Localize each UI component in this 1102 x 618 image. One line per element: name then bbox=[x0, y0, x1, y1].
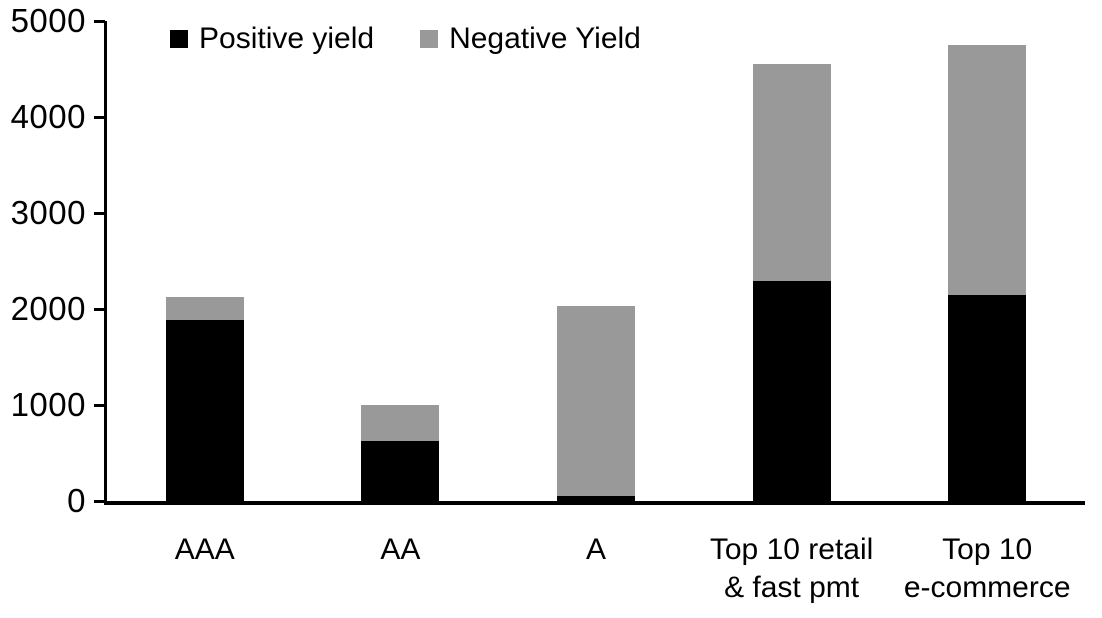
x-category-label-aaa: AAA bbox=[174, 533, 235, 566]
bar-segment-positive-yield-aa bbox=[361, 441, 440, 501]
y-axis-line bbox=[104, 21, 107, 505]
legend-label-positive-yield: Positive yield bbox=[199, 22, 375, 55]
legend-item-negative-yield: Negative Yield bbox=[420, 22, 641, 56]
legend-key-negative-yield-swatch bbox=[420, 30, 439, 48]
bar-segment-negative-yield-top-10-retail bbox=[752, 64, 831, 282]
x-category-label-top-10-retail: Top 10 retail & fast pmt bbox=[709, 533, 874, 604]
y-tick-mark-5000 bbox=[94, 20, 105, 23]
x-category-label-a: A bbox=[585, 533, 606, 566]
x-axis-line bbox=[104, 501, 1085, 505]
bar-segment-positive-yield-aaa bbox=[165, 319, 244, 501]
y-tick-mark-0 bbox=[94, 500, 105, 503]
x-category-label-top-10: Top 10 e-commerce bbox=[903, 533, 1071, 604]
y-tick-label-4000: 4000 bbox=[10, 98, 86, 135]
y-tick-label-1000: 1000 bbox=[10, 386, 86, 423]
bar-segment-negative-yield-a bbox=[557, 306, 635, 497]
y-tick-label-2000: 2000 bbox=[10, 290, 86, 327]
y-tick-mark-3000 bbox=[94, 212, 105, 215]
bar-segment-positive-yield-a bbox=[557, 496, 635, 501]
y-tick-label-5000: 5000 bbox=[10, 2, 86, 39]
bar-segment-negative-yield-top-10 bbox=[948, 45, 1027, 295]
legend-key-positive-yield-swatch bbox=[170, 30, 188, 48]
y-tick-mark-4000 bbox=[94, 116, 105, 119]
legend-label-negative-yield: Negative Yield bbox=[449, 22, 641, 55]
bar-segment-negative-yield-aa bbox=[361, 405, 440, 442]
bar-segment-positive-yield-top-10 bbox=[948, 294, 1027, 501]
x-category-label-aa: AA bbox=[380, 533, 421, 566]
legend-item-positive-yield: Positive yield bbox=[170, 22, 374, 56]
y-tick-mark-2000 bbox=[94, 308, 105, 311]
bar-segment-positive-yield-top-10-retail bbox=[752, 281, 831, 501]
bar-segment-negative-yield-aaa bbox=[165, 296, 244, 320]
y-tick-label-3000: 3000 bbox=[10, 194, 86, 231]
y-tick-mark-1000 bbox=[94, 404, 105, 407]
chart-legend: Positive yield Negative Yield bbox=[170, 22, 641, 56]
y-tick-label-0: 0 bbox=[67, 482, 86, 519]
